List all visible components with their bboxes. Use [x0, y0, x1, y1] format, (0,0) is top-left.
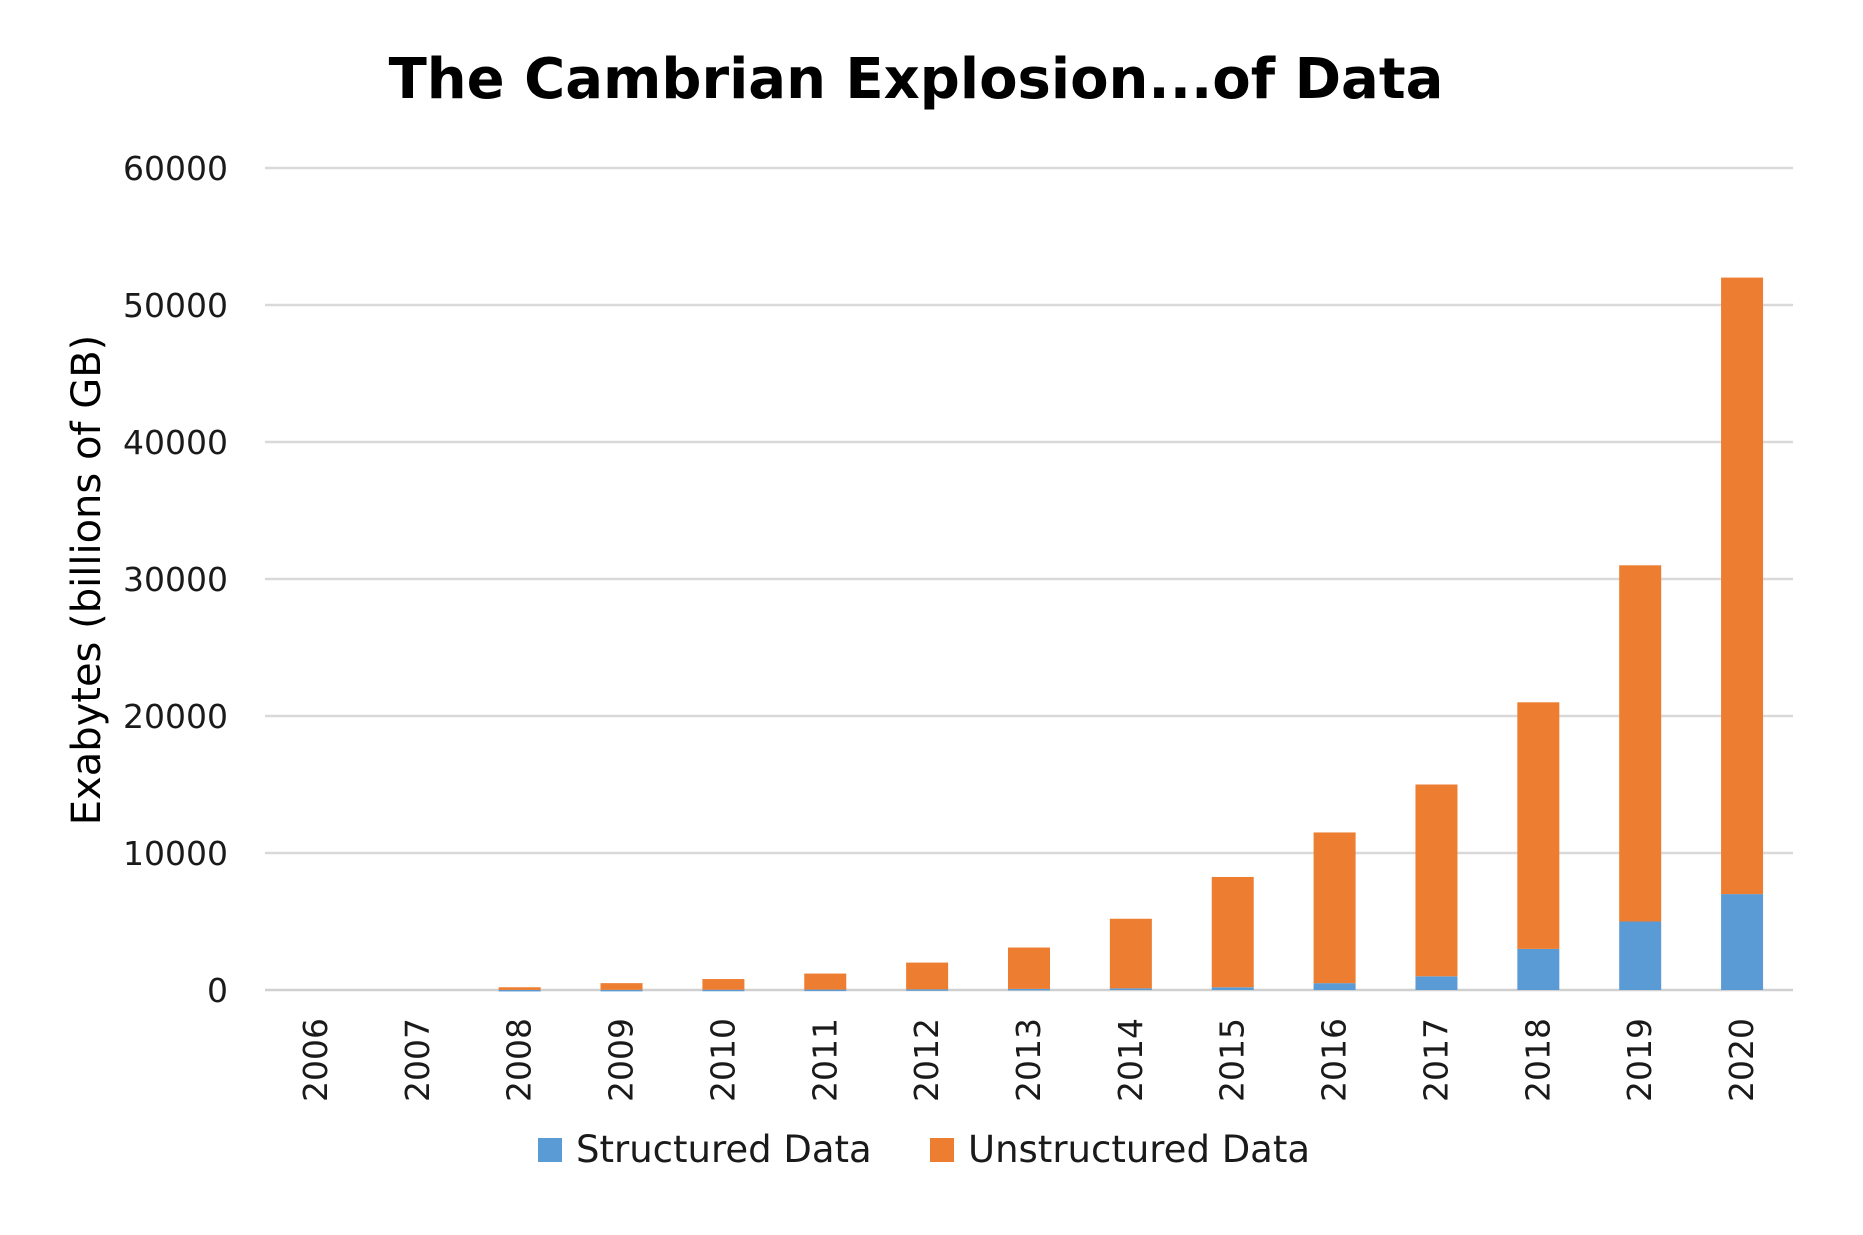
- x-tick-label: 2020: [1722, 1018, 1761, 1102]
- x-tick-label: 2019: [1620, 1018, 1659, 1102]
- bar-unstructured-data: [1415, 784, 1458, 977]
- bar-unstructured-data: [1109, 918, 1152, 989]
- bars: [498, 277, 1764, 992]
- x-tick-label: 2012: [907, 1018, 946, 1102]
- bar-unstructured-data: [1619, 565, 1662, 922]
- bar-structured-data: [1008, 988, 1050, 991]
- gridlines: [265, 166, 1793, 992]
- y-tick-label: 20000: [123, 697, 228, 736]
- bar-structured-data: [600, 989, 643, 992]
- y-tick-label: 0: [207, 971, 228, 1010]
- legend-swatch: [930, 1138, 954, 1162]
- bar-unstructured-data: [1211, 876, 1254, 988]
- bar-unstructured-data: [804, 973, 847, 990]
- bar-structured-data: [804, 989, 847, 992]
- legend-label: Unstructured Data: [968, 1128, 1310, 1171]
- y-tick-label: 40000: [123, 423, 228, 462]
- y-tick-label: 30000: [123, 560, 228, 599]
- x-tick-label: 2017: [1416, 1018, 1455, 1102]
- legend-swatch: [538, 1138, 562, 1162]
- y-tick-label: 50000: [123, 286, 228, 325]
- x-tick-label: 2006: [296, 1018, 335, 1102]
- x-tick-label: 2009: [602, 1018, 641, 1102]
- x-tick-label: 2008: [500, 1018, 539, 1102]
- bar-structured-data: [906, 989, 949, 991]
- y-tick-label: 60000: [123, 149, 228, 188]
- x-tick-label: 2018: [1518, 1018, 1557, 1102]
- x-tick-label: 2016: [1315, 1018, 1354, 1102]
- bar-structured-data: [1211, 987, 1254, 990]
- bar-unstructured-data: [600, 983, 643, 990]
- y-tick-labels: 0 10000 20000 30000 40000 50000 60000: [123, 149, 228, 1010]
- y-axis-label: Exabytes (billions of GB): [64, 335, 110, 826]
- x-tick-label: 2013: [1009, 1018, 1048, 1102]
- y-tick-label: 10000: [123, 834, 228, 873]
- bar-structured-data: [1517, 948, 1560, 990]
- bar-unstructured-data: [1517, 702, 1560, 949]
- x-tick-label: 2011: [805, 1018, 844, 1102]
- bar-unstructured-data: [702, 979, 745, 990]
- bar-structured-data: [1109, 988, 1152, 990]
- bar-unstructured-data: [1313, 832, 1356, 984]
- x-tick-label: 2015: [1213, 1018, 1252, 1102]
- bar-unstructured-data: [498, 987, 541, 990]
- x-tick-label: 2010: [703, 1018, 742, 1102]
- bar-structured-data: [702, 989, 745, 992]
- x-tick-label: 2007: [398, 1018, 437, 1102]
- bar-structured-data: [1313, 983, 1356, 990]
- bar-structured-data: [498, 989, 541, 992]
- legend-label: Structured Data: [576, 1128, 872, 1171]
- bar-unstructured-data: [1721, 277, 1764, 895]
- x-tick-labels: 2006 2007 2008 2009 2010 2011 2012 2013 2014 2015…: [296, 1018, 1761, 1102]
- x-tick-label: 2014: [1111, 1018, 1150, 1102]
- bar-structured-data: [1721, 894, 1764, 990]
- bar-unstructured-data: [906, 962, 949, 990]
- bar-structured-data: [1619, 921, 1662, 990]
- legend: Structured Data Unstructured Data: [538, 1128, 1310, 1171]
- bar-unstructured-data: [1008, 947, 1050, 989]
- chart-title: The Cambrian Explosion...of Data: [389, 47, 1444, 112]
- bar-structured-data: [1415, 976, 1458, 990]
